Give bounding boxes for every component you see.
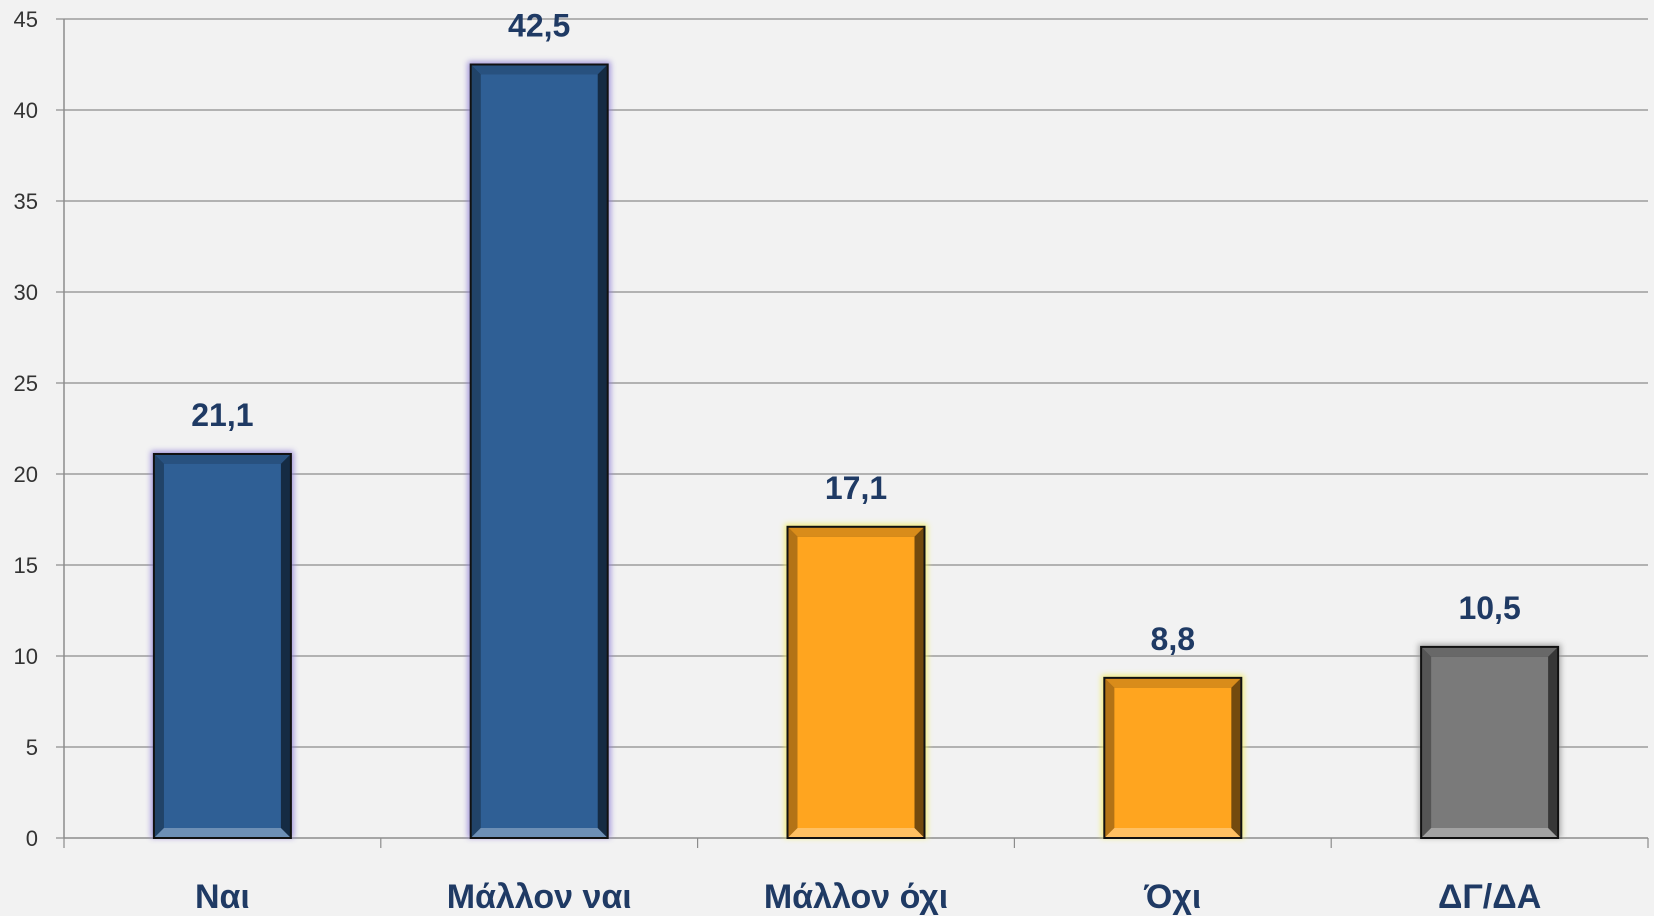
y-tick-label: 30 <box>14 280 38 305</box>
bar-bevel-left <box>153 453 164 838</box>
bar <box>1101 674 1245 840</box>
y-tick-label: 40 <box>14 98 38 123</box>
y-tick-label: 0 <box>26 826 38 851</box>
x-tick-label: Μάλλον ναι <box>447 878 632 916</box>
x-tick-label: Όχι <box>1143 878 1201 916</box>
bar-bevel-right <box>280 453 291 838</box>
bar-bevel-bottom <box>1421 828 1559 838</box>
bar-bevel-top <box>1421 646 1559 657</box>
bar-outline <box>152 452 292 839</box>
bar-bevel-bottom <box>1104 828 1242 838</box>
bar-outline <box>1420 645 1560 840</box>
y-tick-label: 45 <box>14 7 38 32</box>
bar-bevel-left <box>1104 677 1115 838</box>
bar <box>150 450 294 839</box>
y-tick-label: 35 <box>14 189 38 214</box>
data-label: 8,8 <box>1151 621 1195 657</box>
bar-bevel-right <box>1231 677 1242 838</box>
bar-face <box>1431 656 1549 828</box>
bar-bevel-right <box>1548 646 1559 838</box>
bar <box>784 523 928 840</box>
data-label: 10,5 <box>1458 590 1520 626</box>
bar-face <box>163 463 281 828</box>
bar-bevel-right <box>914 526 925 838</box>
bar-bevel-right <box>597 64 608 838</box>
y-tick-label: 25 <box>14 371 38 396</box>
bars <box>150 61 1562 840</box>
data-label: 42,5 <box>508 8 570 44</box>
bar-bevel-left <box>787 526 798 838</box>
bar-bevel-top <box>470 64 608 75</box>
bar-outline <box>786 525 926 840</box>
bar-outline <box>469 63 609 839</box>
labels: 21,1 Ναι 42,5 Μάλλον ναι 17,1 Μάλλον όχι 8,8 Όχ… <box>191 8 1541 916</box>
x-tick-label: Μάλλον όχι <box>764 878 948 916</box>
x-tick-label: Ναι <box>195 878 250 916</box>
gridlines <box>64 18 1648 748</box>
bar-bevel-bottom <box>153 828 291 838</box>
bar-bevel-left <box>470 64 481 838</box>
bar-face <box>797 536 915 828</box>
bar-bevel-bottom <box>787 828 925 838</box>
bar-bevel-top <box>787 526 925 537</box>
data-label: 17,1 <box>825 470 887 506</box>
bar <box>1418 643 1562 840</box>
bar-bevel-left <box>1421 646 1432 838</box>
bar <box>467 61 611 839</box>
y-tick-label: 15 <box>14 553 38 578</box>
y-tick-label: 20 <box>14 462 38 487</box>
y-tick-label: 5 <box>26 735 38 760</box>
bar-bevel-top <box>1104 677 1242 688</box>
data-label: 21,1 <box>191 397 253 433</box>
bar-bevel-top <box>153 453 291 464</box>
bar-face <box>1114 687 1232 828</box>
bar-bevel-bottom <box>470 828 608 838</box>
x-tick-label: ΔΓ/ΔΑ <box>1438 878 1541 916</box>
bar-face <box>480 74 598 828</box>
bar-outline <box>1103 676 1243 840</box>
y-tick-label: 10 <box>14 644 38 669</box>
